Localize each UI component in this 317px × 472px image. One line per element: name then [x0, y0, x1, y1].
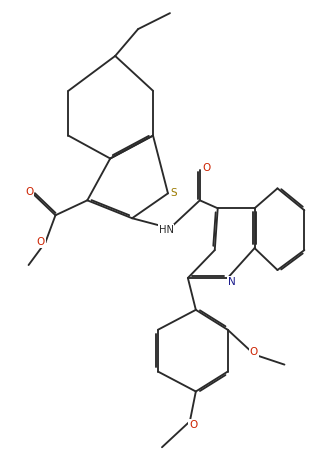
Text: O: O	[249, 347, 258, 357]
Text: O: O	[25, 187, 34, 197]
Text: N: N	[228, 277, 235, 287]
Text: HN: HN	[159, 225, 174, 235]
Text: S: S	[170, 188, 177, 198]
Text: O: O	[37, 237, 45, 247]
Text: O: O	[189, 420, 197, 430]
Text: O: O	[203, 163, 211, 173]
